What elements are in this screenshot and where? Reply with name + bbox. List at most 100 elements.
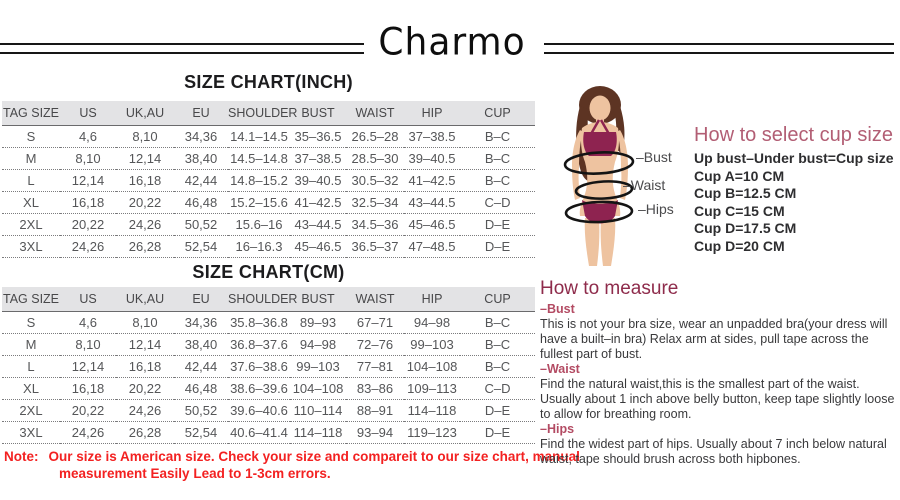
size-cell: 34,36 xyxy=(174,125,228,148)
size-cell: 43–44.5 xyxy=(290,213,346,236)
size-cell: 14.8–15.2 xyxy=(228,169,290,192)
size-cell: 94–98 xyxy=(404,311,460,334)
size-cell: 35.8–36.8 xyxy=(228,311,290,334)
size-cell: 93–94 xyxy=(346,421,404,444)
table-row: S 4,6 8,10 34,36 35.8–36.8 89–93 67–71 94–98 B–C xyxy=(2,311,535,334)
size-cell: 8,10 xyxy=(116,125,174,148)
size-cell: 41–42.5 xyxy=(290,191,346,214)
size-cell: 39.6–40.6 xyxy=(228,399,290,422)
size-cell: 104–108 xyxy=(290,377,346,400)
size-chart-cm-title: SIZE CHART(CM) xyxy=(192,262,345,282)
table-row: L 12,14 16,18 42,44 14.8–15.2 39–40.5 30.5–32 4… xyxy=(2,169,535,192)
size-cell: XL xyxy=(2,191,60,214)
column-header: HIP xyxy=(404,101,460,126)
table-row: L 12,14 16,18 42,44 37.6–38.6 99–103 77–81 104–… xyxy=(2,355,535,378)
hips-measure-ring xyxy=(564,200,634,224)
cup-size-d: Cup D=17.5 CM xyxy=(694,220,797,236)
bust-measure-ring xyxy=(563,151,635,175)
size-cell: 46,48 xyxy=(174,191,228,214)
size-cell: 12,14 xyxy=(116,147,174,170)
size-cell: 15.2–15.6 xyxy=(228,191,290,214)
size-cell: C–D xyxy=(460,191,535,214)
size-cell: 2XL xyxy=(2,213,60,236)
column-header: EU xyxy=(174,101,228,126)
column-header: UK,AU xyxy=(116,287,174,312)
table-row: XL 16,18 20,22 46,48 15.2–15.6 41–42.5 32.5–34… xyxy=(2,191,535,214)
size-cell: B–C xyxy=(460,125,535,148)
size-cell: 12,14 xyxy=(60,355,116,378)
size-cell: 8,10 xyxy=(116,311,174,334)
column-header: BUST xyxy=(290,101,346,126)
column-header: TAG SIZE xyxy=(2,287,60,312)
size-cell: 67–71 xyxy=(346,311,404,334)
size-cell: 52,54 xyxy=(174,421,228,444)
measure-bust-text: This is not your bra size, wear an unpad… xyxy=(540,317,888,361)
size-cell: B–C xyxy=(460,355,535,378)
size-cell: 12,14 xyxy=(60,169,116,192)
hips-label: –Hips xyxy=(638,201,674,217)
size-cell: 12,14 xyxy=(116,333,174,356)
size-cell: 114–118 xyxy=(290,421,346,444)
cup-size-a: Cup A=10 CM xyxy=(694,167,785,184)
size-cell: 34.5–36 xyxy=(346,213,404,236)
table-row: M 8,10 12,14 38,40 14.5–14.8 37–38.5 28.5–30 39… xyxy=(2,147,535,170)
size-cell: 37.6–38.6 xyxy=(228,355,290,378)
size-cell: 38.6–39.6 xyxy=(228,377,290,400)
table-row: XL 16,18 20,22 46,48 38.6–39.6 104–108 83–86 10… xyxy=(2,377,535,400)
size-cell: C–D xyxy=(460,377,535,400)
note-label: Note: xyxy=(4,449,39,464)
size-cell: 77–81 xyxy=(346,355,404,378)
cup-size-b: Cup B=12.5 CM xyxy=(694,185,797,201)
size-cell: 38,40 xyxy=(174,333,228,356)
size-cell: 26.5–28 xyxy=(346,125,404,148)
cup-formula: Up bust–Under bust=Cup size xyxy=(694,150,894,166)
size-cell: 50,52 xyxy=(174,399,228,422)
size-cell: 32.5–34 xyxy=(346,191,404,214)
size-cell: 14.1–14.5 xyxy=(228,125,290,148)
measure-guide: How to measure –Bust This is not your br… xyxy=(540,278,900,467)
size-cell: 41–42.5 xyxy=(404,169,460,192)
size-cell: B–C xyxy=(460,333,535,356)
size-cell: 45–46.5 xyxy=(290,235,346,258)
size-cell: D–E xyxy=(460,235,535,258)
size-cell: M xyxy=(2,147,60,170)
bikini-top-shape xyxy=(583,132,617,156)
measure-guide-title: How to measure xyxy=(540,278,679,299)
bikini-bottom-shape xyxy=(582,200,618,224)
column-header: US xyxy=(60,287,116,312)
size-cell: 3XL xyxy=(2,235,60,258)
size-cell: 37–38.5 xyxy=(404,125,460,148)
size-cell: 26,28 xyxy=(116,421,174,444)
waist-label: –Waist xyxy=(623,177,666,193)
measure-bust-label: –Bust xyxy=(540,302,575,316)
size-cell: B–C xyxy=(460,169,535,192)
size-cell: 40.6–41.4 xyxy=(228,421,290,444)
cup-guide-lines: Up bust–Under bust=Cup size Cup A=10 CM … xyxy=(694,150,900,255)
size-cell: 104–108 xyxy=(404,355,460,378)
size-cell: 2XL xyxy=(2,399,60,422)
size-cell: 24,26 xyxy=(116,213,174,236)
size-cell: 16,18 xyxy=(60,191,116,214)
size-cell: XL xyxy=(2,377,60,400)
column-header: SHOULDER xyxy=(228,101,297,126)
measure-waist-text: Find the natural waist,this is the small… xyxy=(540,377,895,421)
left-leg-shape xyxy=(584,218,600,266)
waist-measure-ring xyxy=(574,180,634,200)
column-header: BUST xyxy=(290,287,346,312)
size-cell: 99–103 xyxy=(404,333,460,356)
size-cell: 42,44 xyxy=(174,355,228,378)
column-header: WAIST xyxy=(346,101,404,126)
header-rule-left xyxy=(0,43,364,54)
size-cell: 16–16.3 xyxy=(228,235,290,258)
bikini-strap-right xyxy=(599,119,611,135)
size-chart-inch-title: SIZE CHART(INCH) xyxy=(184,72,353,92)
size-cell: 43–44.5 xyxy=(404,191,460,214)
size-cell: 36.5–37 xyxy=(346,235,404,258)
cup-size-c: Cup C=15 CM xyxy=(694,202,785,219)
size-cell: 45–46.5 xyxy=(404,213,460,236)
right-leg-shape xyxy=(600,218,616,266)
bust-label: –Bust xyxy=(636,149,672,165)
size-cell: 83–86 xyxy=(346,377,404,400)
size-cell: 50,52 xyxy=(174,213,228,236)
size-cell: 35–36.5 xyxy=(290,125,346,148)
